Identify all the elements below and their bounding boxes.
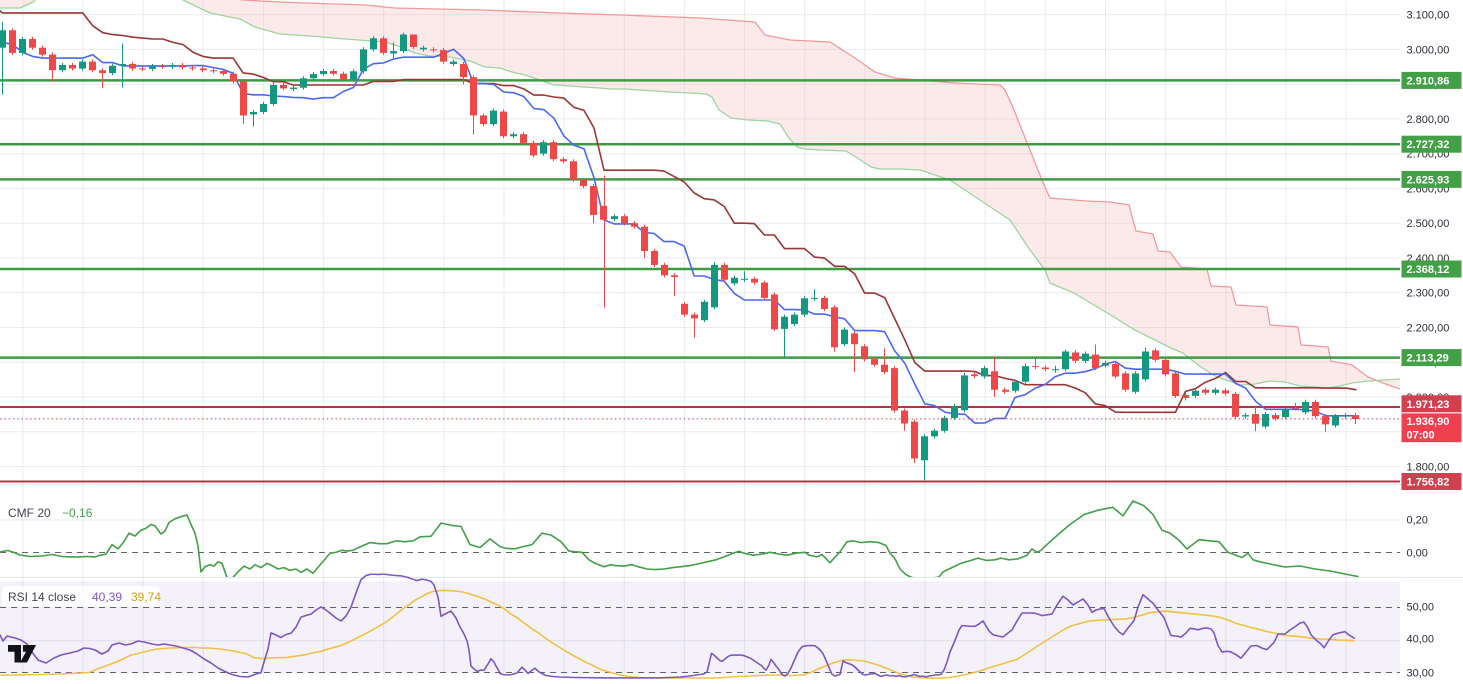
- svg-text:2.500,00: 2.500,00: [1407, 218, 1450, 230]
- svg-text:2.300,00: 2.300,00: [1407, 288, 1450, 300]
- svg-text:2.910,86: 2.910,86: [1407, 75, 1450, 87]
- svg-text:1.936,90: 1.936,90: [1407, 416, 1450, 428]
- svg-text:3.100,00: 3.100,00: [1407, 10, 1450, 22]
- svg-text:2.200,00: 2.200,00: [1407, 323, 1450, 335]
- svg-text:40,39: 40,39: [92, 590, 122, 604]
- svg-text:2.800,00: 2.800,00: [1407, 114, 1450, 126]
- svg-text:30,00: 30,00: [1407, 667, 1435, 679]
- svg-text:07:00: 07:00: [1407, 430, 1435, 442]
- svg-text:−0,16: −0,16: [62, 506, 93, 520]
- svg-text:2.727,32: 2.727,32: [1407, 139, 1450, 151]
- svg-text:2.113,29: 2.113,29: [1407, 353, 1449, 365]
- svg-text:39,74: 39,74: [131, 590, 161, 604]
- svg-text:0,00: 0,00: [1407, 548, 1428, 560]
- svg-text:1.800,00: 1.800,00: [1407, 462, 1450, 474]
- svg-text:RSI 14 close: RSI 14 close: [8, 590, 76, 604]
- svg-text:0,20: 0,20: [1407, 515, 1428, 527]
- svg-text:2.368,12: 2.368,12: [1407, 264, 1450, 276]
- svg-text:50,00: 50,00: [1407, 602, 1435, 614]
- svg-text:1.971,23: 1.971,23: [1407, 399, 1450, 411]
- svg-text:2.625,93: 2.625,93: [1407, 174, 1450, 186]
- svg-text:CMF 20: CMF 20: [8, 506, 51, 520]
- svg-text:40,00: 40,00: [1407, 634, 1435, 646]
- svg-text:1.756,82: 1.756,82: [1407, 477, 1450, 489]
- svg-text:3.000,00: 3.000,00: [1407, 44, 1450, 56]
